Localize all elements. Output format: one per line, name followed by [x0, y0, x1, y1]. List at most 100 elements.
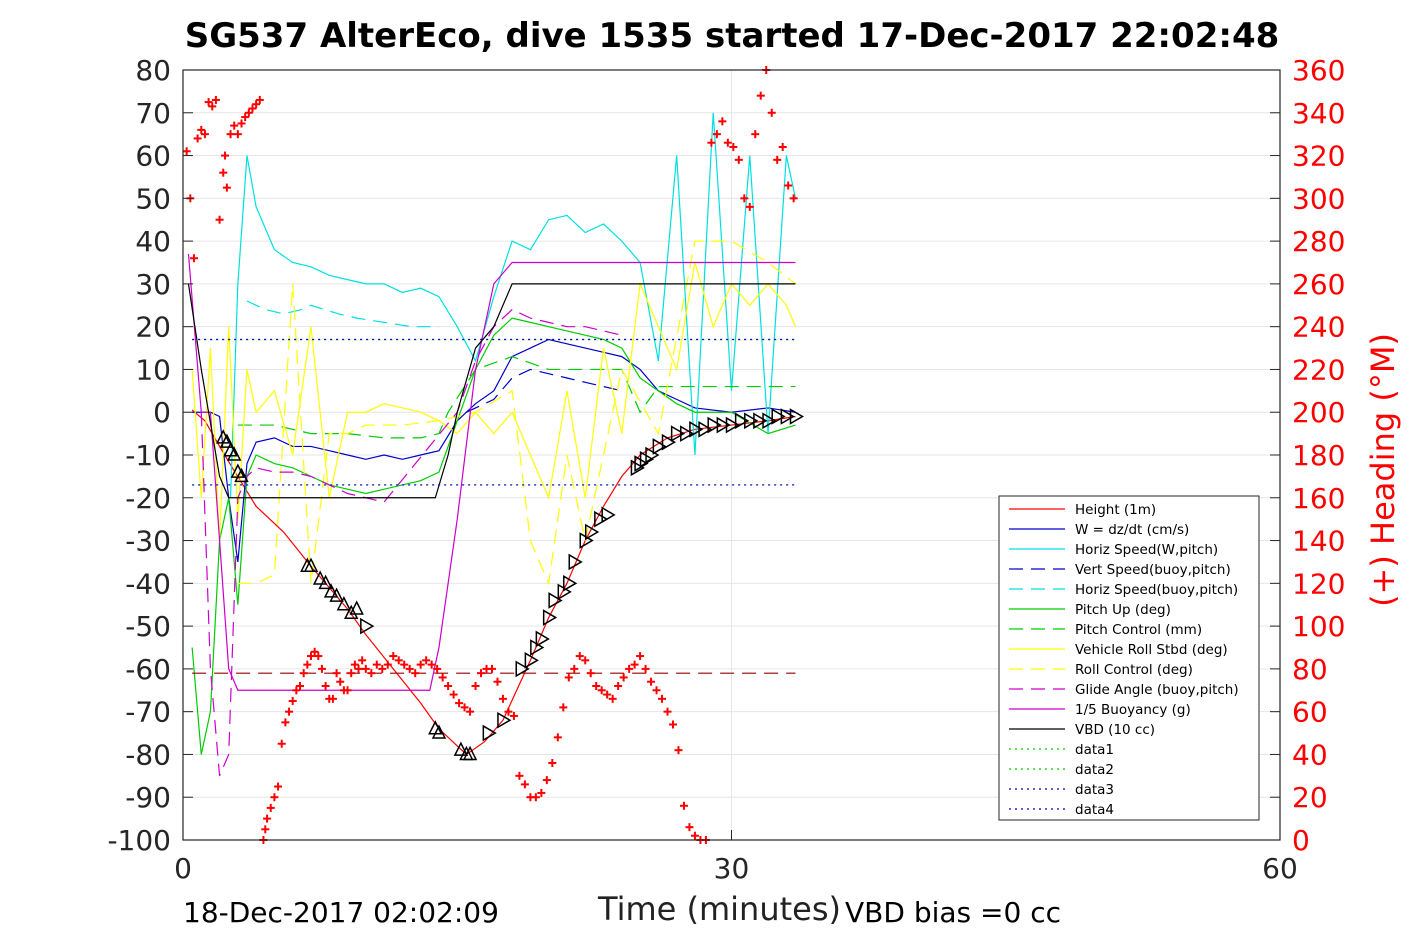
heading-point [581, 656, 590, 665]
y-tick-label-left: 70 [135, 97, 171, 130]
heading-point [274, 782, 283, 791]
legend-label: Glide Angle (buoy,pitch) [1075, 682, 1239, 698]
heading-point [372, 660, 381, 669]
track-marker-down [343, 604, 359, 620]
series-w-dz-dt-cm-s [192, 338, 796, 563]
heading-point [261, 825, 270, 834]
heading-point [263, 814, 272, 823]
y-tick-label-right: 40 [1292, 738, 1328, 771]
y-axis-right-label: (+) Heading (°M) [1364, 333, 1402, 607]
heading-point [608, 694, 617, 703]
heading-point [498, 694, 507, 703]
track-marker-up [762, 412, 777, 430]
heading-point [248, 104, 257, 113]
heading-point [586, 669, 595, 678]
y-tick-label-right: 80 [1292, 653, 1328, 686]
track-marker-up [680, 425, 695, 442]
heading-point [477, 669, 486, 678]
y-tick-label-left: 10 [135, 353, 171, 386]
heading-point [193, 134, 202, 143]
heading-point [509, 711, 518, 720]
y-tick-label-right: 300 [1292, 182, 1345, 215]
track-marker-down [219, 433, 235, 448]
heading-point [314, 652, 323, 661]
track-marker-up [524, 652, 539, 669]
track-marker-up [670, 425, 686, 442]
track-marker-down [234, 467, 249, 483]
track-marker-down [323, 583, 339, 598]
track-marker-up [535, 630, 550, 648]
heading-point [592, 682, 601, 690]
heading-point [553, 733, 562, 742]
heading-point [383, 660, 392, 669]
track-marker-up [689, 421, 704, 438]
track-marker-up [568, 553, 583, 571]
y-tick-label-right: 320 [1292, 140, 1345, 173]
heading-point [394, 656, 403, 665]
heading-point [663, 707, 672, 716]
heading-point [328, 694, 337, 703]
heading-point [433, 664, 442, 673]
heading-point [564, 673, 573, 682]
heading-point [200, 130, 209, 139]
track-marker-up [542, 609, 558, 626]
track-marker-down [303, 557, 319, 572]
y-axis-left: 80 70 60 50 40 30 20 10 0 -10 -20 -30 -40 -50 -60 -70 -8… [107, 54, 193, 857]
heading-point [570, 664, 579, 673]
y-tick-label-right: 340 [1292, 97, 1345, 130]
heading-point [361, 664, 370, 673]
heading-point [310, 647, 319, 656]
heading-point [221, 151, 230, 160]
heading-point [400, 660, 409, 669]
heading-point [270, 793, 279, 802]
heading-point [723, 138, 732, 147]
y-tick-label-right: 360 [1292, 54, 1345, 87]
legend-label: Horiz Speed(buoy,pitch) [1075, 582, 1238, 598]
track-marker-up [563, 575, 578, 592]
y-tick-label-right: 60 [1292, 696, 1328, 729]
track-marker-down [431, 724, 447, 739]
heading-point [778, 143, 787, 151]
legend-label: data3 [1075, 782, 1114, 798]
heading-point [679, 801, 688, 810]
track-marker-up [360, 617, 375, 635]
y-tick-label-right: 140 [1292, 525, 1345, 558]
legend: Height (1m) W = dz/dt (cm/s) Horiz Speed(W… [998, 495, 1260, 821]
heading-point [378, 664, 387, 673]
heading-point [460, 703, 469, 712]
heading-point [416, 660, 425, 669]
series-pitch-up-deg [191, 317, 796, 755]
legend-label: data1 [1075, 742, 1114, 758]
heading-point [281, 718, 290, 727]
series-vehicle-roll-stbd-deg [191, 262, 797, 541]
heading-point [751, 130, 760, 139]
track-marker-down [462, 745, 478, 761]
legend-label: Pitch Control (mm) [1075, 622, 1202, 638]
y-axis-right: 3603403203002802602402202001801601401201… [1270, 54, 1345, 857]
legend-label: Horiz Speed(W,pitch) [1075, 542, 1218, 558]
heading-point [343, 686, 352, 695]
heading-point [784, 181, 793, 190]
footer-timestamp: 18-Dec-2017 02:02:09 [183, 896, 499, 929]
track-marker-up [548, 592, 563, 609]
heading-point [215, 215, 224, 224]
heading-point [603, 690, 612, 699]
legend-box [998, 495, 1260, 821]
y-tick-label-left: -70 [125, 696, 171, 729]
y-tick-label-right: 280 [1292, 225, 1345, 258]
chart-title: SG537 AlterEco, dive 1535 started 17-Dec… [184, 16, 1280, 56]
heading-point [211, 95, 220, 104]
track-marker-down [453, 741, 469, 756]
legend-label: Vert Speed(buoy,pitch) [1075, 562, 1231, 578]
y-tick-label-left: 0 [153, 396, 171, 429]
heading-point [288, 696, 297, 705]
y-tick-label-left: 60 [135, 140, 171, 173]
heading-point [358, 656, 367, 665]
series-layer [187, 112, 797, 777]
heading-point [652, 686, 661, 695]
heading-point [405, 664, 414, 673]
series-1-5-buoyancy-g [187, 253, 796, 691]
heading-point [455, 699, 464, 708]
track-marker-up [716, 416, 731, 434]
legend-label: 1/5 Buoyancy (g) [1075, 702, 1191, 718]
